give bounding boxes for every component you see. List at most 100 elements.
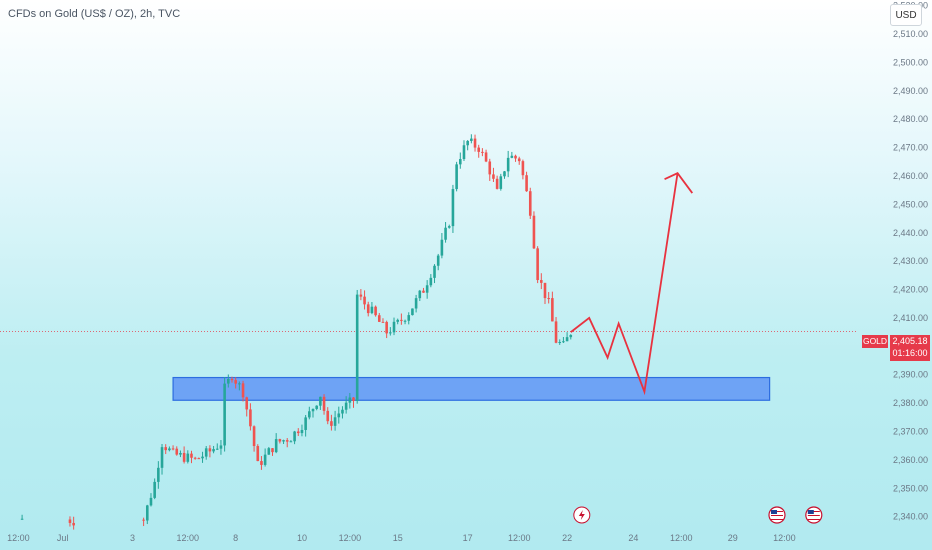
candle-body xyxy=(278,439,282,442)
candle-body xyxy=(462,145,466,160)
candle-body xyxy=(403,320,407,322)
lightning-icon[interactable] xyxy=(573,506,591,524)
candle-body xyxy=(256,446,260,462)
candle-body xyxy=(418,290,422,299)
candle-body xyxy=(377,315,381,322)
candle-body xyxy=(503,171,506,177)
candle-body xyxy=(168,448,171,451)
candle-body xyxy=(551,298,554,322)
candle-body xyxy=(433,265,436,278)
x-tick-label: 12:00 xyxy=(508,533,531,543)
price-axis[interactable]: 2,340.00 2,350.00 2,360.00 2,370.00 2,380.00… xyxy=(893,1,928,522)
candle-body xyxy=(444,227,447,240)
y-tick-label: 2,480.00 xyxy=(893,114,928,124)
us-flag-icon[interactable] xyxy=(768,506,786,524)
candle-body xyxy=(234,380,237,384)
candle-body xyxy=(525,175,528,192)
candle-body xyxy=(543,282,547,299)
candle-body xyxy=(333,417,337,426)
candle-body xyxy=(319,396,322,406)
time-axis[interactable]: 12:00 Jul 3 12:00 8 10 12:00 15 17 12:00 22 24 12:00… xyxy=(7,533,795,543)
candle-body xyxy=(528,191,532,216)
candle-body xyxy=(149,497,153,506)
candle-body xyxy=(488,161,492,175)
candle-body xyxy=(554,321,558,343)
candle-body xyxy=(565,337,569,342)
candle-body xyxy=(153,481,156,498)
candle-body xyxy=(510,155,514,158)
candle-body xyxy=(547,298,550,300)
candle-body xyxy=(308,411,311,418)
candle-body xyxy=(241,383,245,398)
candle-body xyxy=(271,448,274,453)
chart-title: CFDs on Gold (US$ / OZ), 2h, TVC xyxy=(8,8,181,20)
candle-body xyxy=(396,319,399,322)
y-tick-label: 2,450.00 xyxy=(893,199,928,209)
candle-body xyxy=(208,448,212,452)
candle-body xyxy=(506,157,510,172)
candle-body xyxy=(440,239,444,256)
x-tick-label: 12:00 xyxy=(177,533,200,543)
candle-body xyxy=(230,378,234,381)
candle-body xyxy=(414,298,418,309)
candle-body xyxy=(300,429,304,434)
support-zone-layer xyxy=(172,376,771,401)
candle-body xyxy=(381,321,385,323)
us-flag-icon[interactable] xyxy=(805,506,823,524)
y-tick-label: 2,420.00 xyxy=(893,285,928,295)
x-tick-label: 15 xyxy=(393,533,403,543)
y-tick-label: 2,370.00 xyxy=(893,426,928,436)
candle-body xyxy=(289,441,293,443)
candle-body xyxy=(337,413,341,418)
candle-body xyxy=(366,304,370,314)
flag-stripe xyxy=(770,517,783,518)
support-zone xyxy=(172,376,771,401)
candle-body xyxy=(296,431,300,434)
candle-body xyxy=(532,215,536,249)
y-tick-label: 2,350.00 xyxy=(893,483,928,493)
candle-body xyxy=(201,456,204,459)
candle-body xyxy=(315,405,318,409)
y-tick-label: 2,340.00 xyxy=(893,512,928,522)
candle-body xyxy=(411,308,414,316)
x-tick-label: 17 xyxy=(463,533,473,543)
candle-body xyxy=(252,426,256,447)
candle-body xyxy=(400,319,403,321)
x-tick-label: 10 xyxy=(297,533,307,543)
candle-body xyxy=(484,152,488,162)
x-tick-label: 3 xyxy=(130,533,135,543)
candle-body xyxy=(355,294,359,401)
candle-body xyxy=(470,138,473,141)
candle-body xyxy=(311,408,315,412)
x-tick-label: Jul xyxy=(57,533,69,543)
candle-body xyxy=(481,151,484,153)
candle-body xyxy=(425,285,429,293)
x-tick-label: 12:00 xyxy=(7,533,30,543)
last-price-tag: 2,405.18 01:16:00 xyxy=(890,335,930,361)
y-tick-label: 2,440.00 xyxy=(893,228,928,238)
events-layer[interactable] xyxy=(573,506,823,524)
candle-body xyxy=(385,321,388,334)
candle-body xyxy=(171,448,175,450)
candle-body xyxy=(186,453,190,462)
candle-body xyxy=(267,448,271,455)
candle-body xyxy=(145,505,149,521)
x-tick-label: 29 xyxy=(728,533,738,543)
flag-stripe xyxy=(807,515,820,516)
candle-body xyxy=(473,138,477,148)
y-tick-label: 2,390.00 xyxy=(893,370,928,380)
projection-arrowhead xyxy=(664,172,694,194)
y-tick-label: 2,380.00 xyxy=(893,398,928,408)
candle-body xyxy=(160,447,164,468)
candle-body xyxy=(495,178,499,189)
candle-body xyxy=(260,461,263,465)
candle-body xyxy=(429,277,433,286)
currency-button[interactable]: USD xyxy=(890,4,922,26)
x-tick-label: 12:00 xyxy=(773,533,796,543)
candle-body xyxy=(182,452,186,462)
candle-body xyxy=(164,447,168,451)
candle-body xyxy=(304,417,307,430)
projection-layer xyxy=(570,172,694,396)
candle-body xyxy=(282,440,285,442)
